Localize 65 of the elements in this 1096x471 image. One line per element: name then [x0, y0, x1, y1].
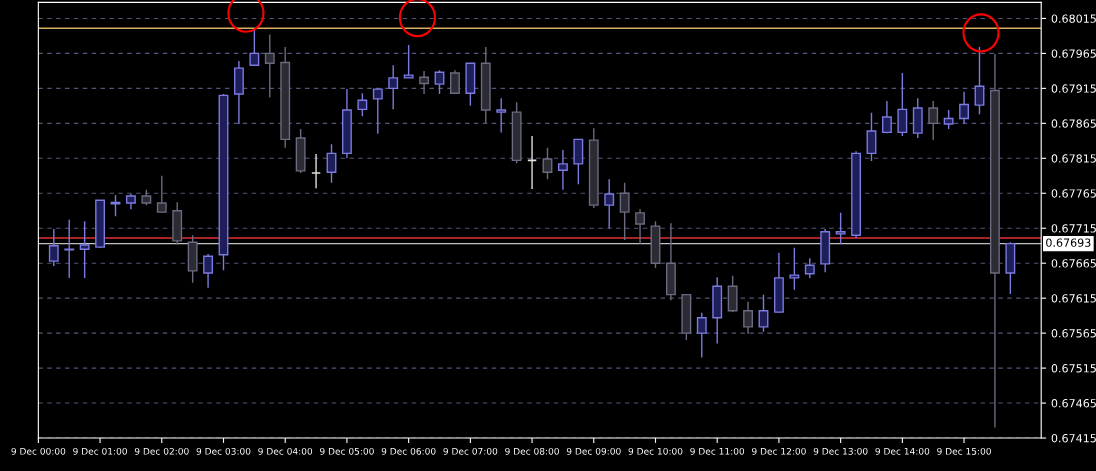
candlestick [943, 109, 954, 130]
candlestick [604, 178, 615, 229]
x-tick-label: 9 Dec 06:00 [381, 447, 436, 455]
ref-line-label: 0.67693 [1046, 238, 1091, 247]
x-tick-label: 9 Dec 00:00 [11, 447, 66, 455]
candlestick [835, 212, 846, 246]
candlestick [635, 208, 646, 246]
y-tick-label: 0.67415 [1051, 434, 1096, 443]
y-tick-label: 0.67515 [1051, 364, 1096, 373]
y-tick-label: 0.67915 [1051, 84, 1096, 93]
x-tick-label: 9 Dec 15:00 [937, 447, 991, 455]
x-tick-label: 9 Dec 02:00 [134, 447, 189, 455]
x-tick-label: 9 Dec 09:00 [566, 447, 621, 455]
candlestick [326, 143, 337, 184]
candlestick [403, 44, 414, 79]
candlestick [974, 46, 985, 115]
candlestick [557, 149, 568, 191]
candlestick [434, 69, 445, 95]
y-tick-label: 0.67965 [1051, 49, 1096, 58]
candlestick [79, 220, 90, 279]
y-tick-label: 0.67765 [1051, 189, 1096, 198]
candlestick [388, 64, 399, 111]
y-tick-label: 0.67715 [1051, 224, 1096, 233]
x-tick-label: 9 Dec 01:00 [73, 447, 127, 455]
x-tick-label: 9 Dec 12:00 [752, 447, 806, 455]
candlestick [496, 97, 507, 134]
x-tick-label: 9 Dec 13:00 [813, 447, 868, 455]
candlestick [959, 91, 969, 125]
candlestick [881, 100, 892, 134]
candlestick [696, 312, 707, 359]
candlestick [156, 175, 167, 214]
y-tick-label: 0.68015 [1051, 14, 1096, 23]
x-tick-label: 9 Dec 07:00 [443, 447, 498, 455]
candlestick [357, 92, 368, 118]
candlestick [310, 153, 322, 190]
candlestick [372, 87, 383, 135]
y-tick-label: 0.67665 [1051, 259, 1096, 268]
x-tick-label: 9 Dec 08:00 [505, 447, 559, 455]
y-tick-label: 0.67615 [1051, 294, 1096, 303]
candlestick [928, 100, 939, 141]
candlestick [743, 300, 753, 335]
y-tick-label: 0.67465 [1051, 399, 1096, 408]
y-tick-label: 0.67565 [1051, 329, 1096, 338]
x-tick-label: 9 Dec 03:00 [196, 447, 251, 455]
candlestick [804, 257, 815, 279]
y-tick-label: 0.67815 [1051, 154, 1096, 163]
x-tick-label: 9 Dec 05:00 [320, 447, 374, 455]
x-tick-label: 9 Dec 11:00 [690, 447, 745, 455]
candlestick [48, 228, 59, 267]
candlestick [64, 219, 75, 279]
candlestick [789, 247, 800, 291]
x-tick-label: 9 Dec 10:00 [628, 447, 683, 455]
candlestick [897, 72, 908, 137]
candlestick [419, 70, 430, 95]
x-tick-label: 9 Dec 04:00 [258, 447, 313, 455]
candlestick [758, 293, 769, 333]
candlestick [249, 27, 260, 66]
y-tick-label: 0.67865 [1051, 119, 1096, 128]
candlestick [866, 112, 877, 162]
candlestick [619, 182, 630, 241]
x-tick-label: 9 Dec 14:00 [875, 447, 930, 455]
candlestick [264, 33, 275, 99]
candlestick [203, 253, 214, 289]
candlestick [542, 147, 553, 180]
candlestick [449, 69, 460, 95]
